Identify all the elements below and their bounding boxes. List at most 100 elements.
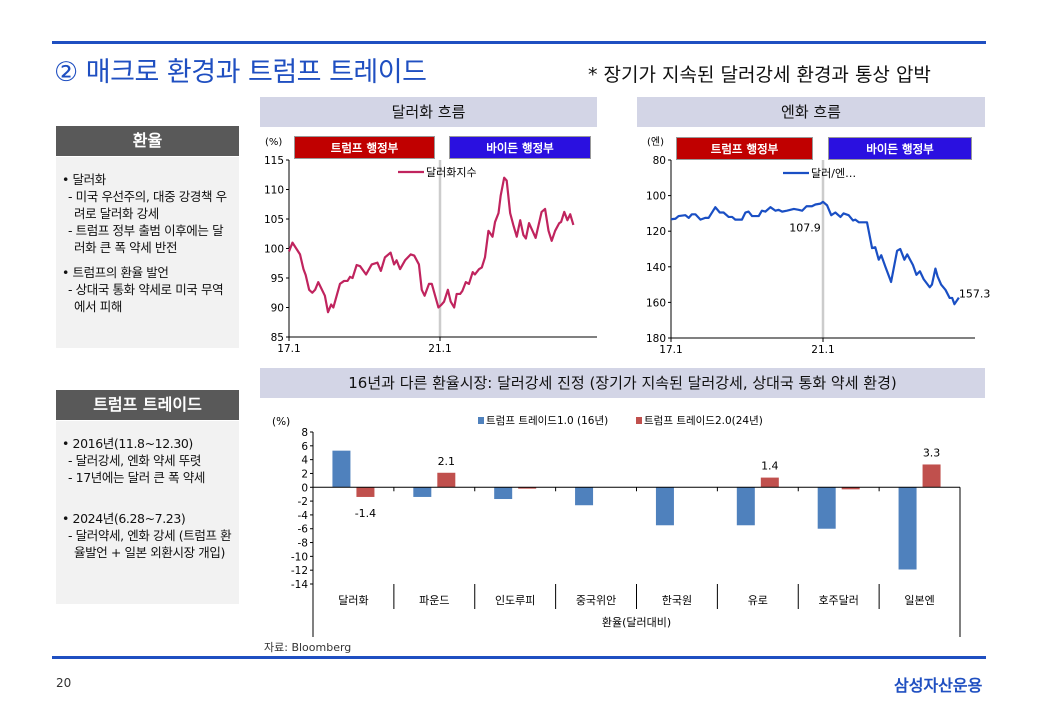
fx-section-title: 환율 <box>56 126 239 156</box>
bar-trade-1 <box>736 487 755 526</box>
bar-trade-2 <box>518 487 537 489</box>
x-tick-label: 21.1 <box>428 343 451 355</box>
note-line: - 상대국 통화 약세로 미국 무역에서 피해 <box>68 282 224 314</box>
note-line: - 트럼프 정부 출범 이후에는 달러화 큰 폭 약세 반전 <box>68 223 224 255</box>
bar-trade-1 <box>413 487 432 497</box>
brand-logo: 삼성자산운용 <box>894 676 983 695</box>
bar-trade-2 <box>356 487 375 497</box>
fx-notes: • 달러화 - 미국 우선주의, 대중 강경책 우려로 달러화 강세 - 트럼프 정… <box>56 157 239 348</box>
bar-trade-1 <box>655 487 674 526</box>
note-line: • 2016년(11.8~12.30) <box>62 436 193 451</box>
series-line <box>670 200 960 306</box>
data-label: 107.9 <box>789 222 821 235</box>
category-label: 일본엔 <box>904 593 934 607</box>
y-tick-label: 180 <box>646 333 666 345</box>
x-tick-label: 17.1 <box>659 344 682 356</box>
y-tick-label: -12 <box>291 565 308 577</box>
y-tick-label: 100 <box>646 191 666 203</box>
trade-section-title: 트럼프 트레이드 <box>56 390 239 420</box>
y-tick-label: 85 <box>271 332 284 344</box>
y-tick-label: 140 <box>646 262 666 274</box>
category-label: 인도루피 <box>495 594 535 607</box>
trump-admin-label: 트럼프 행정부 <box>294 136 435 159</box>
y-tick-label: 120 <box>646 226 666 238</box>
bar-trade-1 <box>898 487 917 570</box>
page-subtitle: * 장기가 지속된 달러강세 환경과 통상 압박 <box>588 64 931 86</box>
bar-trade-2 <box>760 477 779 488</box>
y-tick-label: -8 <box>298 538 308 550</box>
category-label: 유로 <box>748 594 768 607</box>
dollar-chart-title: 달러화 흐름 <box>260 97 597 127</box>
y-tick-label: -6 <box>298 524 309 536</box>
y-tick-label: -10 <box>291 551 308 563</box>
bar-trade-1 <box>494 487 513 500</box>
source-note: 자료: Bloomberg <box>264 641 352 654</box>
legend-swatch <box>478 417 484 424</box>
y-tick-label: 2 <box>301 468 308 480</box>
bar-trade-2 <box>841 487 860 490</box>
note-line: • 달러화 <box>62 172 106 187</box>
y-unit-label: (%) <box>265 137 282 148</box>
bar-trade-2 <box>922 464 941 488</box>
y-tick-label: -14 <box>291 579 308 591</box>
y-tick-label: 80 <box>653 155 666 167</box>
y-tick-label: 8 <box>301 427 308 439</box>
x-tick-label: 17.1 <box>277 343 300 355</box>
data-label: 157.3 <box>959 288 990 301</box>
biden-admin-label: 바이든 행정부 <box>828 137 972 160</box>
legend-label: 달러/엔… <box>811 167 856 180</box>
legend-swatch <box>636 417 642 424</box>
page-number: 20 <box>56 676 72 690</box>
data-label: 3.3 <box>923 446 941 459</box>
y-unit-label: (엔) <box>647 136 664 148</box>
biden-admin-label: 바이든 행정부 <box>449 136 591 159</box>
note-line: - 달러약세, 엔화 강세 (트럼프 환율발언 + 일본 외환시장 개입) <box>68 528 232 560</box>
category-label: 파운드 <box>419 594 449 607</box>
bar-trade-1 <box>575 487 594 506</box>
bar-trade-1 <box>332 450 351 488</box>
bar-trade-1 <box>817 487 836 529</box>
y-unit-label: (%) <box>272 416 290 428</box>
y-tick-label: -4 <box>298 510 309 522</box>
top-rule <box>52 41 986 44</box>
legend-label: 트럼프 트레이드2.0(24년) <box>644 414 763 427</box>
note-line: • 2024년(6.28~7.23) <box>62 511 186 526</box>
category-label: 중국위안 <box>576 594 616 607</box>
category-label: 호주달러 <box>818 594 858 607</box>
bar-chart-title: 16년과 다른 환율시장: 달러강세 진정 (장기가 지속된 달러강세, 상대국… <box>260 368 985 398</box>
trade-notes: • 2016년(11.8~12.30) - 달러강세, 엔화 약세 뚜렷 - 17년… <box>56 421 239 604</box>
fx-bar-chart: (%) 8 6 42 0 -2 -4 -6 -8-10 -12 -14 달러화 -1.4 파운드 2.1 인도… <box>272 414 961 637</box>
data-label: 2.1 <box>438 455 456 468</box>
x-tick-label: 21.1 <box>811 344 834 356</box>
y-tick-label: 0 <box>301 482 308 494</box>
y-tick-label: 110 <box>264 185 284 197</box>
category-label: 달러화 <box>338 594 368 607</box>
data-label: -1.4 <box>355 507 376 520</box>
y-tick-label: 115 <box>264 155 284 167</box>
note-line: - 17년에는 달러 큰 폭 약세 <box>68 470 205 485</box>
y-tick-label: 6 <box>301 441 308 453</box>
category-label: 한국원 <box>662 594 692 607</box>
y-tick-label: 105 <box>264 214 284 226</box>
series-line <box>287 176 575 314</box>
y-tick-label: 4 <box>301 455 308 467</box>
bottom-rule <box>52 656 986 659</box>
y-tick-label: 100 <box>264 244 284 256</box>
data-label: 1.4 <box>761 460 779 473</box>
x-axis-title: 환율(달러대비) <box>602 616 671 629</box>
legend-label: 달러화지수 <box>426 166 477 179</box>
note-line: - 달러강세, 엔화 약세 뚜렷 <box>68 453 201 468</box>
y-tick-label: 160 <box>646 297 666 309</box>
note-line: - 미국 우선주의, 대중 강경책 우려로 달러화 강세 <box>68 189 227 221</box>
legend-label: 트럼프 트레이드1.0 (16년) <box>486 414 608 427</box>
yen-chart-title: 엔화 흐름 <box>637 97 985 127</box>
dollar-index-chart: (%) 85 90 95 100 105 110 115 17.1 21.1 달러화지수 <box>264 137 597 355</box>
note-line: • 트럼프의 환율 발언 <box>62 265 169 280</box>
y-tick-label: 95 <box>271 273 284 285</box>
bar-trade-2 <box>437 472 456 488</box>
y-tick-label: 90 <box>271 303 284 315</box>
trump-admin-label: 트럼프 행정부 <box>676 137 813 160</box>
y-tick-label: -2 <box>298 496 308 508</box>
page-title: ② 매크로 환경과 트럼프 트레이드 <box>54 57 427 88</box>
